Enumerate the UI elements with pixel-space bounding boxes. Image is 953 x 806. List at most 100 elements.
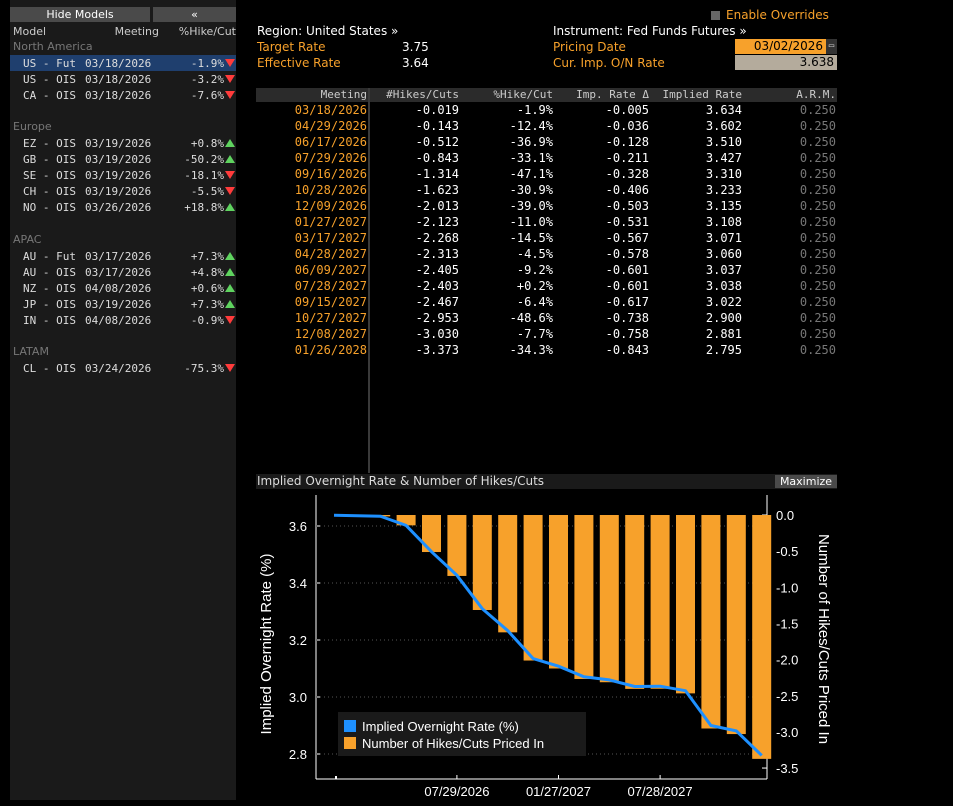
right-tick-label: 0.0: [776, 508, 794, 523]
left-tick-label: 3.0: [289, 690, 307, 705]
column-header-hike-pct[interactable]: %Hike/Cut: [493, 88, 553, 101]
triangle-down-icon: [224, 91, 236, 99]
cell-hikes-cuts: -2.467: [415, 295, 459, 309]
region-selector[interactable]: Region: United States »: [257, 24, 399, 38]
model-row[interactable]: AU - OIS 03/17/2026 +4.8%: [10, 264, 236, 280]
table-row[interactable]: 03/17/2027 -2.268 -14.5% -0.567 3.071 0.250: [256, 230, 837, 246]
cell-hikes-cuts: -1.623: [415, 183, 459, 197]
model-meeting: 03/18/2026: [85, 88, 152, 102]
model-row[interactable]: US - OIS 03/18/2026 -3.2%: [10, 71, 236, 87]
table-row[interactable]: 04/29/2026 -0.143 -12.4% -0.036 3.602 0.250: [256, 118, 837, 134]
cell-imp-rate-delta: -0.128: [605, 135, 649, 149]
meeting-column-header[interactable]: Meeting: [114, 25, 159, 38]
model-row[interactable]: CA - OIS 03/18/2026 -7.6%: [10, 87, 236, 103]
table-row[interactable]: 03/18/2026 -0.019 -1.9% -0.005 3.634 0.250: [256, 102, 837, 118]
cell-meeting: 03/17/2027: [294, 231, 367, 245]
table-row[interactable]: 09/15/2027 -2.467 -6.4% -0.617 3.022 0.250: [256, 294, 837, 310]
model-column-header[interactable]: Model: [13, 25, 47, 38]
left-tick-label: 3.4: [289, 576, 307, 591]
hike-column-header[interactable]: %Hike/Cut: [178, 25, 236, 38]
instrument-selector[interactable]: Instrument: Fed Funds Futures »: [553, 24, 747, 38]
model-row[interactable]: JP - OIS 03/19/2026 +7.3%: [10, 296, 236, 312]
table-row[interactable]: 07/28/2027 -2.403 +0.2% -0.601 3.038 0.250: [256, 278, 837, 294]
hide-models-button[interactable]: Hide Models: [10, 7, 150, 22]
cell-hikes-cuts: -2.013: [415, 199, 459, 213]
cell-imp-rate-delta: -0.601: [605, 263, 649, 277]
hikes-bar: [574, 515, 594, 679]
maximize-button[interactable]: Maximize: [775, 475, 837, 488]
table-row[interactable]: 04/28/2027 -2.313 -4.5% -0.578 3.060 0.250: [256, 246, 837, 262]
model-hike-pct: -1.9%: [190, 56, 224, 70]
column-header-arm[interactable]: A.R.M.: [796, 88, 836, 101]
right-tick-label: -1.5: [776, 616, 798, 631]
table-row[interactable]: 09/16/2026 -1.314 -47.1% -0.328 3.310 0.250: [256, 166, 837, 182]
model-row[interactable]: SE - OIS 03/19/2026 -18.1%: [10, 167, 236, 183]
y-axis-label: Implied Overnight Rate (%): [258, 554, 275, 735]
model-row[interactable]: NZ - OIS 04/08/2026 +0.6%: [10, 280, 236, 296]
hikes-bar: [752, 515, 772, 759]
model-row[interactable]: CL - OIS 03/24/2026 -75.3%: [10, 360, 236, 376]
table-row[interactable]: 01/27/2027 -2.123 -11.0% -0.531 3.108 0.250: [256, 214, 837, 230]
model-row[interactable]: CH - OIS 03/19/2026 -5.5%: [10, 183, 236, 199]
collapse-panel-button[interactable]: «: [153, 7, 236, 22]
table-row[interactable]: 01/26/2028 -3.373 -34.3% -0.843 2.795 0.250: [256, 342, 837, 358]
pricing-date-field[interactable]: 03/02/2026 ▭: [735, 39, 837, 54]
right-tick-label: -2.0: [776, 653, 798, 668]
cell-hike-pct: -9.2%: [516, 263, 553, 277]
column-header-meeting[interactable]: Meeting: [320, 88, 367, 101]
hikes-bar: [676, 515, 695, 694]
table-row[interactable]: 12/08/2027 -3.030 -7.7% -0.758 2.881 0.250: [256, 326, 837, 342]
triangle-up-icon: [224, 300, 236, 308]
model-hike-pct: +0.6%: [190, 281, 224, 295]
cell-hikes-cuts: -2.268: [415, 231, 459, 245]
model-meeting: 03/24/2026: [85, 361, 152, 375]
table-row[interactable]: 12/09/2026 -2.013 -39.0% -0.503 3.135 0.250: [256, 198, 837, 214]
model-meeting: 03/17/2026: [85, 249, 152, 263]
left-tick-label: 3.2: [289, 633, 307, 648]
model-row[interactable]: US - Fut 03/18/2026 -1.9%: [10, 55, 236, 71]
pricing-date-input[interactable]: 03/02/2026: [735, 39, 826, 54]
enable-overrides-toggle[interactable]: Enable Overrides: [711, 8, 829, 22]
cell-arm: 0.250: [799, 215, 836, 229]
cell-implied-rate: 3.510: [705, 135, 742, 149]
column-header-implied-rate[interactable]: Implied Rate: [662, 88, 742, 101]
model-row[interactable]: GB - OIS 03/19/2026 -50.2%: [10, 151, 236, 167]
cell-arm: 0.250: [799, 327, 836, 341]
model-meeting: 04/08/2026: [85, 313, 152, 327]
cell-arm: 0.250: [799, 167, 836, 181]
model-row[interactable]: AU - Fut 03/17/2026 +7.3%: [10, 248, 236, 264]
model-name: NO - OIS: [23, 200, 76, 214]
cell-hikes-cuts: -2.403: [415, 279, 459, 293]
table-row[interactable]: 06/09/2027 -2.405 -9.2% -0.601 3.037 0.250: [256, 262, 837, 278]
cell-meeting: 12/09/2026: [294, 199, 367, 213]
table-row[interactable]: 06/17/2026 -0.512 -36.9% -0.128 3.510 0.250: [256, 134, 837, 150]
table-header: Meeting #Hikes/Cuts %Hike/Cut Imp. Rate Δ Im…: [256, 88, 837, 102]
model-meeting: 03/18/2026: [85, 72, 152, 86]
column-header-hikes-cuts[interactable]: #Hikes/Cuts: [386, 88, 459, 101]
cell-implied-rate: 3.108: [705, 215, 742, 229]
cell-hike-pct: -36.9%: [509, 135, 553, 149]
table-row[interactable]: 10/27/2027 -2.953 -48.6% -0.738 2.900 0.250: [256, 310, 837, 326]
cell-meeting: 06/09/2027: [294, 263, 367, 277]
overrides-checkbox[interactable]: [711, 10, 720, 20]
cell-implied-rate: 3.634: [705, 103, 742, 117]
model-meeting: 03/17/2026: [85, 265, 152, 279]
cell-arm: 0.250: [799, 135, 836, 149]
table-row[interactable]: 10/28/2026 -1.623 -30.9% -0.406 3.233 0.250: [256, 182, 837, 198]
hikes-bar: [726, 515, 746, 735]
right-tick-label: -0.5: [776, 544, 798, 559]
table-row[interactable]: 07/29/2026 -0.843 -33.1% -0.211 3.427 0.250: [256, 150, 837, 166]
model-row[interactable]: NO - OIS 03/26/2026 +18.8%: [10, 199, 236, 215]
model-hike-pct: -5.5%: [190, 184, 224, 198]
cell-hikes-cuts: -0.843: [415, 151, 459, 165]
column-header-imp-rate-delta[interactable]: Imp. Rate Δ: [576, 88, 649, 101]
model-row[interactable]: EZ - OIS 03/19/2026 +0.8%: [10, 135, 236, 151]
cell-hike-pct: -4.5%: [516, 247, 553, 261]
cell-hikes-cuts: -3.030: [415, 327, 459, 341]
left-tick-label: 3.6: [289, 519, 307, 534]
calendar-icon[interactable]: ▭: [826, 39, 837, 54]
cell-meeting: 04/28/2027: [294, 247, 367, 261]
model-name: AU - Fut: [23, 249, 76, 263]
model-row[interactable]: IN - OIS 04/08/2026 -0.9%: [10, 312, 236, 328]
models-panel: Hide Models « Model Meeting %Hike/Cut No…: [10, 0, 236, 800]
